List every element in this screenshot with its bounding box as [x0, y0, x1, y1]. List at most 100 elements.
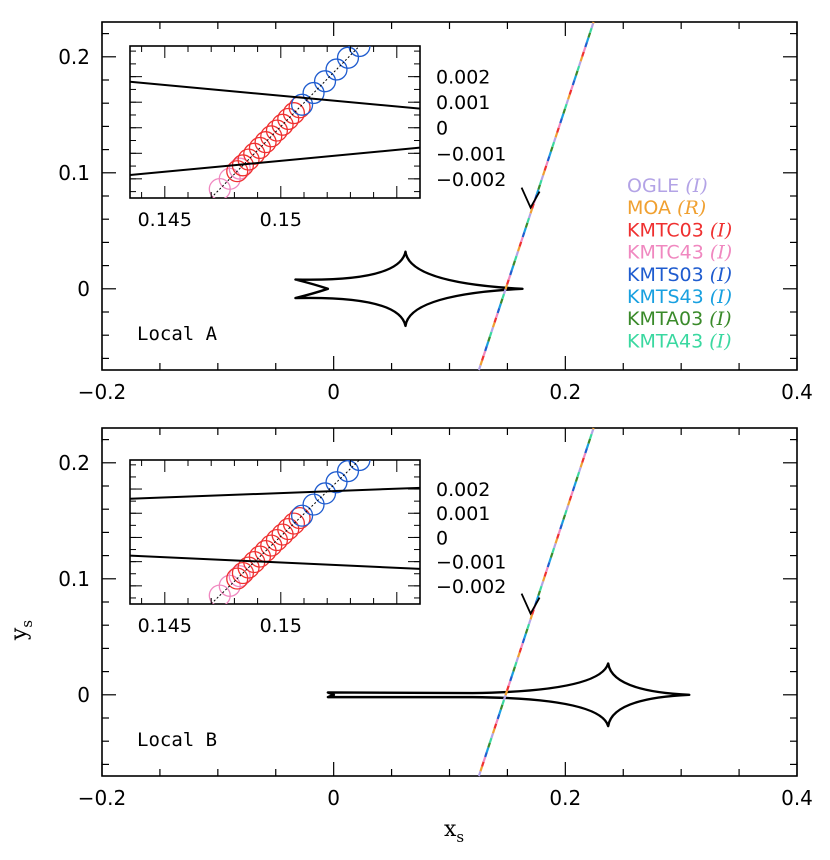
inset-y-tick-label: −0.002 [436, 169, 506, 191]
source-circle [265, 119, 289, 142]
y-tick-label: 0.1 [58, 161, 90, 185]
inset-x-tick-label: 0.15 [260, 615, 302, 637]
panel-label: Local B [137, 729, 217, 751]
inset-y-tick-label: 0.002 [436, 479, 490, 501]
panel-label: Local A [137, 323, 218, 345]
y-tick-label: 0.1 [58, 567, 90, 591]
x-tick-label: 0.2 [549, 380, 581, 404]
source-circle [271, 113, 294, 136]
x-tick-label: −0.2 [78, 786, 127, 810]
x-tick-label: 0 [327, 380, 340, 404]
inset-y-tick-label: 0.002 [436, 67, 490, 89]
inset-frame [129, 45, 421, 199]
inset-plot-area [130, 460, 420, 604]
legend-band: (I) [710, 242, 732, 264]
x-axis-title: xs [444, 817, 464, 846]
inset-caustic-line [130, 554, 420, 570]
inset-caustic-line [130, 146, 420, 177]
legend-entry-kmts43: KMTS43 (I) [627, 286, 732, 308]
source-circle [336, 46, 360, 69]
source-circle [226, 160, 249, 183]
inset-y-tick-label: −0.001 [436, 143, 506, 165]
legend-band: (I) [709, 330, 731, 352]
inset-plot-area [130, 46, 420, 198]
axis-titles: ys xs [7, 620, 464, 846]
source-circle [325, 471, 348, 494]
source-circle [282, 102, 306, 125]
legend-entry-kmtc43: KMTC43 (I) [627, 242, 732, 264]
source-circle [291, 504, 314, 527]
legend-entry-kmts03: KMTS03 (I) [627, 264, 732, 286]
source-circle [302, 81, 325, 105]
inset-y-tick-label: −0.002 [436, 576, 506, 598]
x-tick-label: 0.4 [781, 380, 813, 404]
legend: OGLE (I)MOA (R)KMTC03 (I)KMTC43 (I)KMTS0… [627, 175, 732, 352]
legend-name: KMTC03 [627, 219, 710, 241]
legend-band: (I) [685, 175, 707, 197]
legend-band: (I) [709, 308, 731, 330]
legend-name: MOA [627, 197, 677, 219]
x-tick-label: 0.4 [781, 786, 813, 810]
caustic-curve [326, 662, 691, 728]
x-tick-label: 0 [327, 786, 340, 810]
source-circle [291, 93, 314, 116]
inset-caustic-line [130, 80, 420, 110]
direction-arrow [520, 593, 541, 616]
inset-frame [129, 459, 421, 605]
inset-caustic-line [130, 486, 420, 500]
source-circle [302, 493, 325, 516]
source-circle [277, 107, 300, 131]
caustic-curve [294, 250, 524, 328]
inset-y-tick-label: 0 [436, 527, 448, 549]
legend-name: KMTS03 [627, 264, 710, 286]
legend-entry-kmtc03: KMTC03 (I) [627, 219, 732, 241]
inset-x-tick-label: 0.15 [260, 209, 302, 231]
legend-name: OGLE [627, 175, 685, 197]
direction-arrow [520, 187, 541, 210]
source-circle [348, 46, 371, 58]
legend-name: KMTS43 [627, 286, 710, 308]
y-tick-label: 0.2 [58, 45, 90, 69]
inset-y-tick-label: 0.001 [436, 503, 490, 525]
inset-y-tick-label: 0 [436, 118, 448, 140]
legend-band: (I) [710, 264, 732, 286]
inset-x-tick-label: 0.145 [138, 615, 192, 637]
inset-y-tick-label: −0.001 [436, 552, 506, 574]
x-tick-label: −0.2 [78, 380, 127, 404]
source-circle [282, 512, 306, 535]
x-tick-label: 0.2 [549, 786, 581, 810]
source-circle [254, 131, 277, 154]
inset: 0.145 0.15 0.002 0.001 0 −0.001 −0.002 [129, 45, 506, 231]
legend-entry-kmta03: KMTA03 (I) [627, 308, 732, 330]
y-axis-title: ys [7, 620, 36, 641]
legend-name: KMTC43 [627, 242, 710, 264]
inset-trajectory [210, 460, 360, 604]
source-circle [313, 482, 337, 505]
source-circle [288, 506, 311, 530]
inset-y-tick-label: 0.001 [436, 92, 490, 114]
source-circle [260, 125, 283, 148]
inset-x-tick-label: 0.145 [138, 209, 192, 231]
y-tick-label: 0 [77, 277, 90, 301]
source-circle [313, 70, 337, 93]
legend-band: (I) [710, 219, 732, 241]
legend-band: (I) [710, 286, 732, 308]
legend-entry-kmta43: KMTA43 (I) [627, 330, 732, 352]
inset-trajectory [210, 46, 360, 198]
source-circle [228, 157, 251, 180]
y-tick-label: 0.2 [58, 451, 90, 475]
legend-name: KMTA43 [627, 330, 709, 352]
source-circle [336, 460, 360, 483]
source-circle [228, 565, 251, 588]
legend-band: (R) [677, 197, 706, 219]
legend-entry-moa: MOA (R) [627, 197, 706, 219]
source-circle [325, 58, 348, 81]
source-circle [248, 136, 271, 160]
legend-name: KMTA03 [627, 308, 709, 330]
y-tick-label: 0 [77, 683, 90, 707]
source-circle [237, 148, 260, 171]
